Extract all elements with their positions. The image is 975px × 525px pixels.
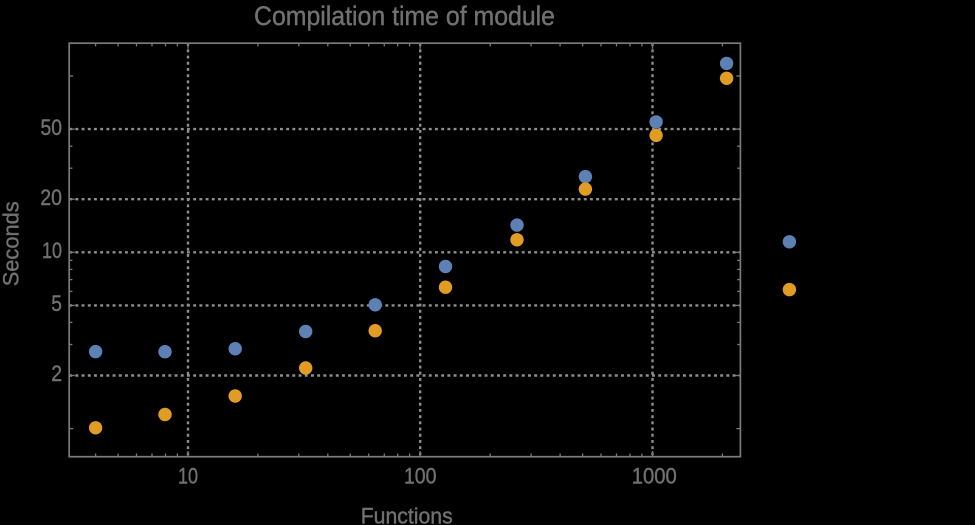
svg-text:20: 20	[40, 185, 62, 210]
svg-text:Compilation time of module: Compilation time of module	[254, 0, 555, 31]
svg-text:2: 2	[51, 361, 62, 386]
svg-text:5: 5	[51, 291, 62, 316]
svg-text:50: 50	[41, 115, 63, 140]
svg-text:Seconds: Seconds	[0, 201, 24, 286]
svg-text:100: 100	[404, 463, 437, 488]
svg-text:10: 10	[178, 463, 198, 488]
svg-text:Functions: Functions	[361, 504, 453, 525]
svg-text:1000: 1000	[632, 463, 677, 488]
svg-text:10: 10	[42, 238, 62, 263]
